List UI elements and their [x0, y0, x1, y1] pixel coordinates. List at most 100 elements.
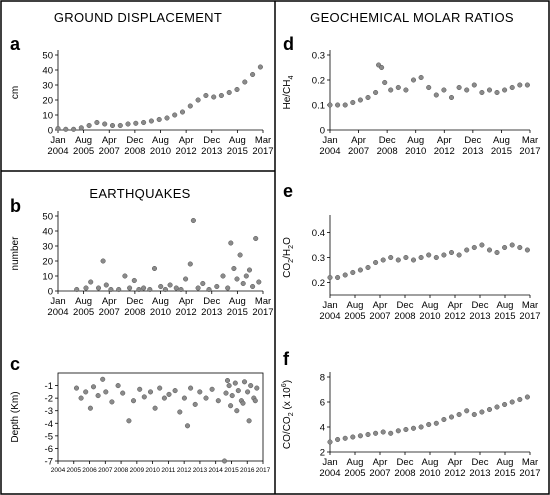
x-tick-label-month: Apr	[437, 135, 452, 146]
data-point	[179, 109, 186, 115]
panel-letter-f: f	[283, 349, 290, 369]
x-tick-label-year: 2013	[201, 307, 222, 318]
x-tick-label-month: Aug	[152, 135, 169, 146]
data-point	[103, 282, 109, 288]
x-tick-label-month: Apr	[102, 296, 117, 307]
data-point	[486, 247, 493, 253]
x-tick-label-year: 2012	[434, 146, 455, 157]
x-tick-label-year: 2008	[124, 307, 145, 318]
data-point	[225, 285, 231, 291]
data-point	[224, 377, 231, 384]
data-point	[410, 257, 417, 263]
data-point	[380, 257, 386, 263]
data-point	[183, 276, 189, 282]
y-tick-label: 0.4	[312, 228, 325, 239]
data-point	[426, 421, 432, 428]
data-point	[403, 254, 409, 261]
data-point	[257, 64, 263, 70]
x-tick-label-year: 2012	[444, 311, 465, 322]
data-point	[502, 401, 508, 408]
x-tick-label-month: Aug	[229, 135, 246, 146]
x-tick-label-month: Aug	[347, 457, 364, 468]
data-point	[410, 77, 417, 83]
x-tick-label-year: 2008	[394, 311, 415, 322]
data-point	[464, 247, 470, 253]
panel-d: d00.10.20.3He/CH4Jan2004Apr2007Dec2008Au…	[282, 34, 541, 157]
x-tick-label-year: 2017	[519, 146, 540, 157]
data-point	[342, 435, 348, 441]
data-point	[395, 257, 401, 263]
panel-letter-e: e	[283, 181, 293, 201]
panel-e: e0.20.30.4CO2/H2OJan2004Aug2005Apr2007De…	[282, 181, 541, 322]
title-earthquakes: EARTHQUAKES	[89, 186, 190, 201]
x-tick-label-year: 2007	[99, 146, 120, 157]
x-tick-label-year: 2004	[319, 146, 340, 157]
data-point	[327, 102, 333, 108]
data-point	[388, 87, 394, 93]
data-point	[403, 426, 409, 433]
x-tick-label-month: Dec	[379, 135, 396, 146]
x-tick-label-month: Apr	[448, 300, 463, 311]
y-tick-label: -2	[45, 394, 53, 405]
x-tick-label-month: Jan	[50, 135, 65, 146]
x-tick-label-year: 2004	[47, 307, 68, 318]
x-tick-label-year: 2005	[73, 146, 94, 157]
data-point	[248, 383, 254, 389]
data-point	[448, 94, 455, 101]
x-tick-label-year: 2004	[319, 311, 340, 322]
x-tick-label-year: 2011	[161, 467, 175, 474]
data-point	[250, 283, 256, 290]
x-tick-label-year: 2007	[369, 468, 390, 479]
x-tick-label-year: 2007	[98, 467, 113, 474]
data-point	[509, 399, 515, 405]
x-tick-label-year: 2015	[494, 311, 515, 322]
data-point	[158, 283, 164, 290]
data-point	[78, 125, 84, 131]
data-point	[130, 398, 137, 404]
panel-a: a01020304050cmJan2004Aug2005Apr2007Dec20…	[10, 34, 274, 157]
data-point	[88, 279, 94, 285]
data-point	[215, 398, 221, 404]
y-tick-label: 30	[42, 242, 53, 253]
data-point	[220, 273, 226, 279]
x-tick-label-year: 2015	[491, 146, 512, 157]
x-tick-label-month: Dec	[464, 135, 481, 146]
data-point	[87, 405, 93, 411]
data-point	[151, 265, 158, 272]
data-point	[241, 379, 248, 385]
data-point	[141, 285, 147, 291]
x-tick-label-month: Aug	[229, 296, 246, 307]
x-tick-label-year: 2013	[469, 311, 490, 322]
x-tick-label-year: 2012	[177, 467, 192, 474]
data-point	[418, 424, 424, 430]
data-point	[218, 92, 224, 99]
x-tick-label-year: 2008	[377, 146, 398, 157]
data-point	[71, 126, 77, 132]
x-tick-label-month: Aug	[497, 300, 514, 311]
data-point	[433, 420, 439, 426]
data-point	[246, 418, 252, 424]
data-point	[395, 84, 401, 91]
x-tick-label-month: Dec	[203, 296, 220, 307]
data-point	[441, 87, 447, 93]
x-tick-label-year: 2016	[240, 467, 255, 474]
axes-box	[57, 372, 264, 462]
data-point	[509, 242, 515, 248]
data-point	[479, 409, 485, 415]
data-point	[147, 286, 153, 293]
x-tick-label-year: 2010	[419, 468, 440, 479]
data-point	[178, 286, 184, 293]
x-tick-label-year: 2012	[176, 307, 197, 318]
x-tick-label-month: Dec	[472, 300, 489, 311]
y-tick-label: 4	[320, 423, 325, 434]
data-point	[502, 244, 508, 251]
panel-letter-b: b	[10, 196, 21, 216]
data-point	[95, 393, 101, 399]
panel-b: b01020304050numberJan2004Aug2005Apr2007D…	[10, 196, 274, 318]
data-point	[137, 386, 143, 392]
x-tick-label-month: Apr	[448, 457, 463, 468]
y-tick-label: 6	[320, 398, 325, 409]
data-point	[117, 122, 123, 129]
x-tick-label-year: 2012	[176, 146, 197, 157]
x-tick-label-month: Aug	[407, 135, 424, 146]
